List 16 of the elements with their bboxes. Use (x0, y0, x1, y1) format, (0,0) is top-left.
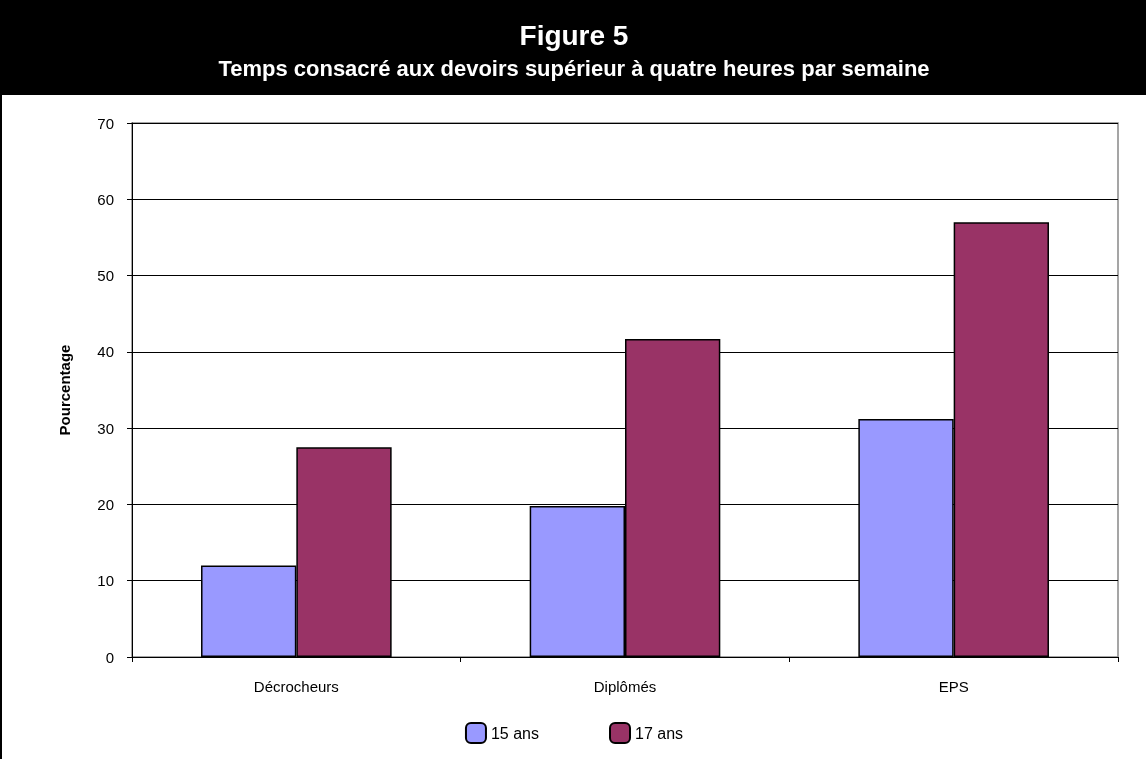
x-tick-label: Décrocheurs (253, 678, 339, 695)
y-tick-label: 70 (97, 114, 114, 132)
chart-title: Figure 5 (518, 20, 630, 52)
y-tick-label: 40 (97, 343, 114, 361)
chart-subtitle: Temps consacré aux devoirs supérieur à quatre heures par semaine (217, 56, 931, 82)
y-tick-label: 0 (105, 648, 114, 666)
legend-label: 15 ans (490, 724, 540, 742)
y-tick-label: 60 (97, 190, 114, 208)
y-tick-label: 30 (97, 419, 114, 437)
y-tick-label: 10 (97, 572, 114, 590)
x-tick-label: EPS (938, 678, 969, 695)
y-tick-label: 50 (97, 267, 114, 285)
y-tick-label: 20 (97, 495, 114, 513)
y-axis-title: Pourcentage (56, 344, 73, 436)
x-tick-label: Diplômés (593, 678, 657, 695)
legend-label: 17 ans (635, 724, 684, 742)
